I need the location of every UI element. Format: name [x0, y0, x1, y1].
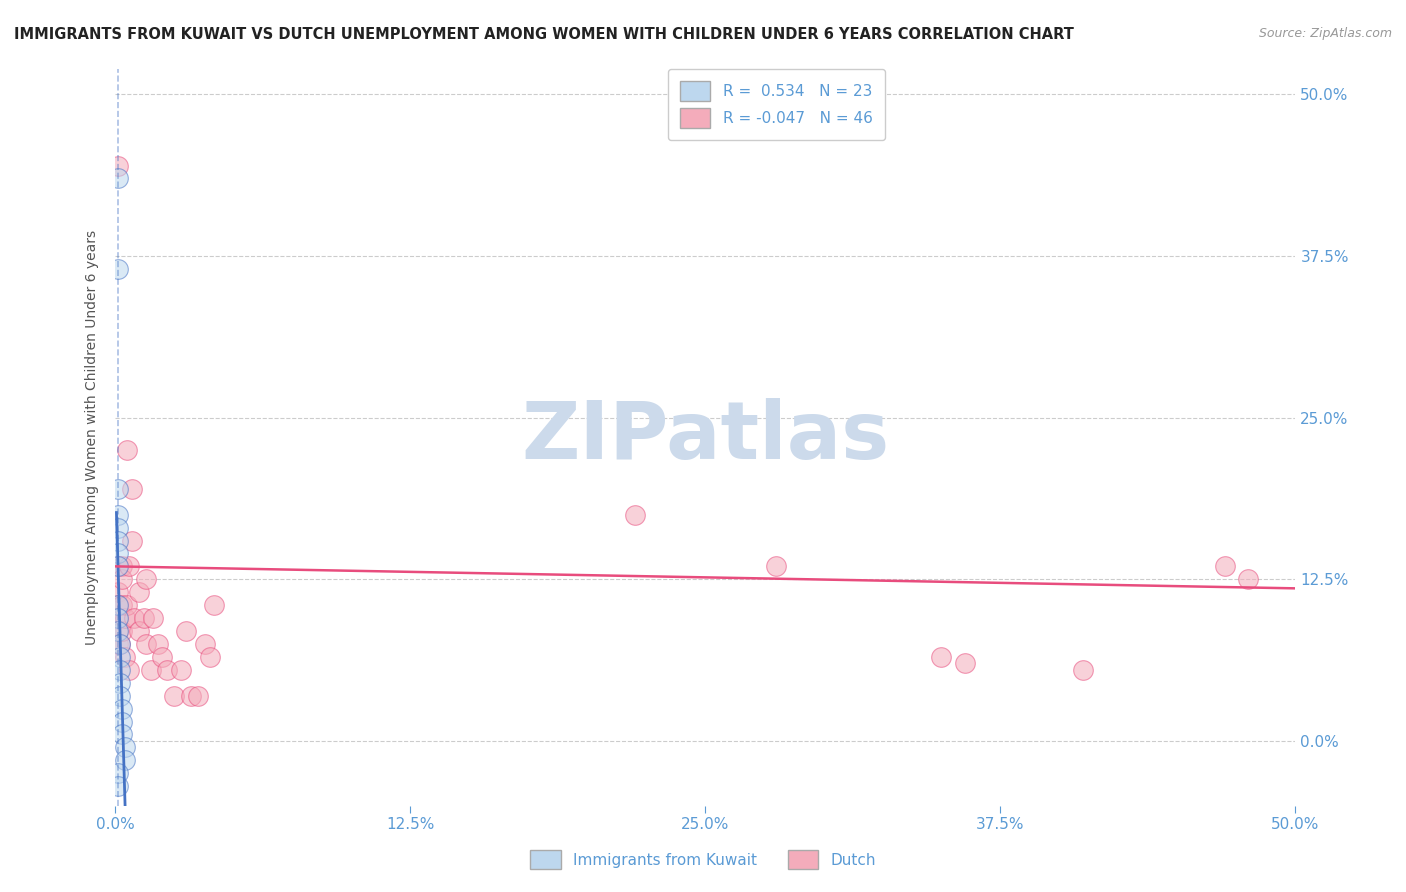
Point	[107, 624, 129, 638]
Point	[202, 598, 225, 612]
Point	[623, 508, 645, 522]
Point	[111, 559, 134, 574]
Point	[107, 624, 129, 638]
Point	[108, 675, 131, 690]
Point	[156, 663, 179, 677]
Point	[107, 779, 129, 793]
Point	[107, 482, 129, 496]
Point	[108, 637, 131, 651]
Point	[108, 689, 131, 703]
Point	[111, 598, 134, 612]
Point	[107, 598, 129, 612]
Point	[108, 649, 131, 664]
Point	[121, 533, 143, 548]
Point	[111, 572, 134, 586]
Point	[107, 585, 129, 599]
Point	[142, 611, 165, 625]
Point	[163, 689, 186, 703]
Point	[953, 657, 976, 671]
Point	[194, 637, 217, 651]
Point	[111, 624, 134, 638]
Point	[115, 442, 138, 457]
Point	[128, 624, 150, 638]
Point	[107, 637, 129, 651]
Point	[107, 533, 129, 548]
Point	[146, 637, 169, 651]
Point	[107, 262, 129, 277]
Point	[135, 572, 157, 586]
Point	[931, 649, 953, 664]
Point	[107, 520, 129, 534]
Point	[107, 546, 129, 560]
Point	[128, 585, 150, 599]
Point	[107, 611, 129, 625]
Point	[108, 637, 131, 651]
Point	[107, 559, 129, 574]
Point	[114, 611, 136, 625]
Point	[1237, 572, 1260, 586]
Point	[187, 689, 209, 703]
Point	[115, 598, 138, 612]
Point	[108, 663, 131, 677]
Legend: R =  0.534   N = 23, R = -0.047   N = 46: R = 0.534 N = 23, R = -0.047 N = 46	[668, 69, 884, 140]
Point	[1213, 559, 1236, 574]
Point	[121, 482, 143, 496]
Point	[118, 663, 141, 677]
Point	[765, 559, 787, 574]
Point	[118, 559, 141, 574]
Text: IMMIGRANTS FROM KUWAIT VS DUTCH UNEMPLOYMENT AMONG WOMEN WITH CHILDREN UNDER 6 Y: IMMIGRANTS FROM KUWAIT VS DUTCH UNEMPLOY…	[14, 27, 1074, 42]
Point	[139, 663, 162, 677]
Point	[170, 663, 193, 677]
Point	[132, 611, 155, 625]
Point	[114, 649, 136, 664]
Point	[107, 766, 129, 780]
Point	[1071, 663, 1094, 677]
Legend: Immigrants from Kuwait, Dutch: Immigrants from Kuwait, Dutch	[524, 844, 882, 875]
Point	[107, 171, 129, 186]
Point	[122, 611, 145, 625]
Point	[107, 508, 129, 522]
Point	[111, 701, 134, 715]
Point	[107, 159, 129, 173]
Point	[107, 598, 129, 612]
Point	[152, 649, 174, 664]
Point	[107, 559, 129, 574]
Point	[111, 714, 134, 729]
Point	[114, 753, 136, 767]
Point	[107, 611, 129, 625]
Point	[135, 637, 157, 651]
Y-axis label: Unemployment Among Women with Children Under 6 years: Unemployment Among Women with Children U…	[86, 229, 100, 645]
Point	[114, 740, 136, 755]
Point	[111, 727, 134, 741]
Point	[174, 624, 197, 638]
Point	[180, 689, 202, 703]
Point	[198, 649, 221, 664]
Text: Source: ZipAtlas.com: Source: ZipAtlas.com	[1258, 27, 1392, 40]
Text: ZIPatlas: ZIPatlas	[522, 398, 890, 476]
